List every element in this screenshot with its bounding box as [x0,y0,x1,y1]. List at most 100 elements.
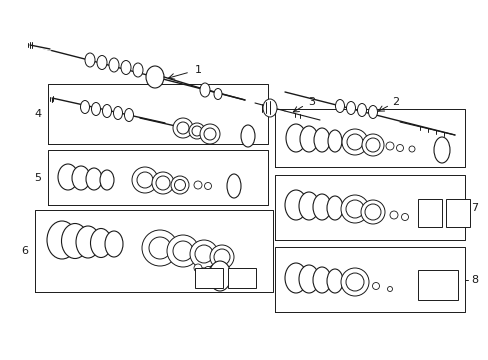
Ellipse shape [146,66,163,88]
Bar [417,199,441,227]
Ellipse shape [385,142,393,150]
Ellipse shape [346,273,363,291]
Ellipse shape [357,104,366,117]
Ellipse shape [433,137,449,163]
Ellipse shape [364,204,380,220]
Ellipse shape [214,89,222,99]
Ellipse shape [335,99,344,112]
Ellipse shape [204,266,211,274]
Ellipse shape [346,134,362,150]
Ellipse shape [200,124,220,144]
Ellipse shape [340,268,368,296]
Ellipse shape [372,283,379,289]
Ellipse shape [133,63,142,77]
Ellipse shape [204,183,211,189]
Bar [195,268,223,288]
Ellipse shape [152,172,174,194]
Ellipse shape [174,180,185,190]
Bar [227,268,256,288]
Bar [445,199,469,227]
Ellipse shape [365,138,379,152]
Ellipse shape [214,249,229,265]
Ellipse shape [113,107,122,120]
Ellipse shape [142,230,178,266]
Ellipse shape [105,231,123,257]
Ellipse shape [386,287,392,292]
Text: 4: 4 [34,109,41,119]
Ellipse shape [189,123,204,139]
Ellipse shape [225,271,230,276]
Text: 3: 3 [308,97,315,107]
Ellipse shape [90,229,111,257]
Text: 5: 5 [35,173,41,183]
Ellipse shape [61,224,88,258]
Ellipse shape [156,176,170,190]
Ellipse shape [209,245,234,269]
Ellipse shape [298,192,318,220]
Ellipse shape [47,221,77,259]
Ellipse shape [167,235,199,267]
Ellipse shape [137,172,153,188]
Ellipse shape [312,267,330,293]
Ellipse shape [192,126,202,136]
Ellipse shape [171,176,189,194]
Ellipse shape [326,196,342,220]
Ellipse shape [86,168,102,190]
Ellipse shape [195,245,213,263]
Ellipse shape [72,166,90,190]
Ellipse shape [341,129,367,155]
Ellipse shape [346,102,355,114]
Ellipse shape [124,108,133,121]
Ellipse shape [194,181,202,189]
Ellipse shape [340,195,368,223]
Ellipse shape [361,134,383,156]
Ellipse shape [285,190,306,220]
Ellipse shape [285,124,305,152]
Ellipse shape [241,125,254,147]
Ellipse shape [326,269,342,293]
Ellipse shape [194,264,202,272]
Ellipse shape [215,269,221,275]
Ellipse shape [177,122,189,134]
Ellipse shape [312,194,330,220]
Ellipse shape [149,237,171,259]
Ellipse shape [203,128,216,140]
Ellipse shape [58,164,78,190]
Ellipse shape [263,99,276,117]
Ellipse shape [285,263,306,293]
Ellipse shape [346,200,363,218]
Ellipse shape [208,261,230,291]
Ellipse shape [396,144,403,152]
Ellipse shape [408,146,414,152]
Ellipse shape [173,241,193,261]
Bar [417,270,457,300]
Ellipse shape [190,240,218,268]
Ellipse shape [299,126,317,152]
Ellipse shape [132,167,158,193]
Ellipse shape [109,58,119,72]
Ellipse shape [298,265,318,293]
Ellipse shape [100,170,114,190]
Text: 7: 7 [470,203,478,213]
Text: 8: 8 [470,275,478,285]
Ellipse shape [200,83,209,97]
Ellipse shape [389,211,397,219]
Ellipse shape [368,105,377,118]
Ellipse shape [85,53,95,67]
Ellipse shape [102,104,111,117]
Ellipse shape [173,118,193,138]
Ellipse shape [360,200,384,224]
Ellipse shape [226,174,241,198]
Ellipse shape [236,274,240,278]
Text: 6: 6 [21,246,28,256]
Ellipse shape [76,226,100,258]
Ellipse shape [327,130,341,152]
Ellipse shape [81,100,89,113]
Text: 1: 1 [194,65,201,75]
Ellipse shape [401,213,407,220]
Ellipse shape [313,128,329,152]
Ellipse shape [97,55,107,69]
Text: 2: 2 [392,97,399,107]
Ellipse shape [121,60,131,75]
Ellipse shape [91,103,101,116]
